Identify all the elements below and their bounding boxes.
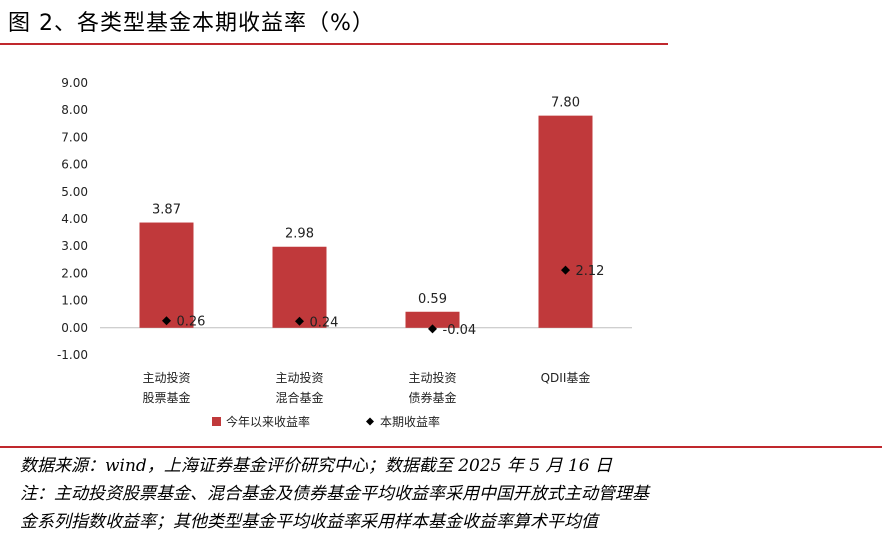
marker-value-label: 0.24 [310, 315, 339, 330]
category-label: 主动投资 [275, 370, 323, 385]
note-line-1: 注：主动投资股票基金、混合基金及债券基金平均收益率采用中国开放式主动管理基 [20, 484, 649, 504]
bar-value-label: 7.80 [551, 96, 580, 111]
bar-value-label: 2.98 [285, 227, 314, 242]
legend-label: 本期收益率 [380, 414, 440, 429]
marker-value-label: -0.04 [443, 323, 477, 338]
y-tick-label: 9.00 [61, 76, 88, 90]
marker-point [428, 324, 437, 334]
y-tick-label: 0.00 [61, 321, 88, 335]
category-label: 主动投资 [408, 370, 456, 385]
category-label: 主动投资 [142, 370, 190, 385]
marker-point [295, 316, 304, 326]
category-label: 股票基金 [142, 390, 190, 405]
bar [405, 311, 460, 328]
source-note: 数据来源：wind，上海证券基金评价研究中心；数据截至 2025 年 5 月 1… [20, 456, 612, 476]
y-tick-label: 2.00 [61, 266, 88, 280]
category-label: 混合基金 [275, 390, 323, 405]
bar [272, 246, 327, 328]
bar [538, 115, 593, 328]
bar-value-label: 3.87 [152, 203, 181, 218]
marker-value-label: 0.26 [177, 315, 206, 330]
y-tick-label: -1.00 [57, 348, 88, 362]
footer-divider [0, 446, 882, 448]
y-tick-label: 5.00 [61, 185, 88, 199]
title-divider [0, 43, 668, 45]
y-tick-label: 3.00 [61, 239, 88, 253]
marker-point [561, 265, 570, 275]
chart: -1.00 0.00 1.00 2.00 3.00 4.00 5.00 6.00 7.00 8.0… [57, 76, 632, 429]
category-label: 债券基金 [408, 390, 456, 405]
y-tick-label: 7.00 [61, 130, 88, 144]
legend-label: 今年以来收益率 [226, 414, 310, 429]
page-title: 图 2、各类型基金本期收益率（%） [8, 11, 375, 36]
footer: 数据来源：wind，上海证券基金评价研究中心；数据截至 2025 年 5 月 1… [20, 452, 880, 536]
note-line-2: 金系列指数收益率；其他类型基金平均收益率采用样本基金收益率算术平均值 [20, 512, 598, 532]
marker-point [162, 316, 171, 326]
bar [139, 222, 194, 328]
y-tick-label: 6.00 [61, 158, 88, 172]
marker-value-label: 2.12 [576, 264, 605, 279]
legend-swatch-marker [366, 417, 374, 426]
bar-value-label: 0.59 [418, 292, 447, 307]
category-label: QDII基金 [541, 370, 591, 385]
legend-swatch-bar [212, 417, 221, 426]
y-tick-label: 1.00 [61, 294, 88, 308]
y-tick-label: 8.00 [61, 103, 88, 117]
y-tick-label: 4.00 [61, 212, 88, 226]
